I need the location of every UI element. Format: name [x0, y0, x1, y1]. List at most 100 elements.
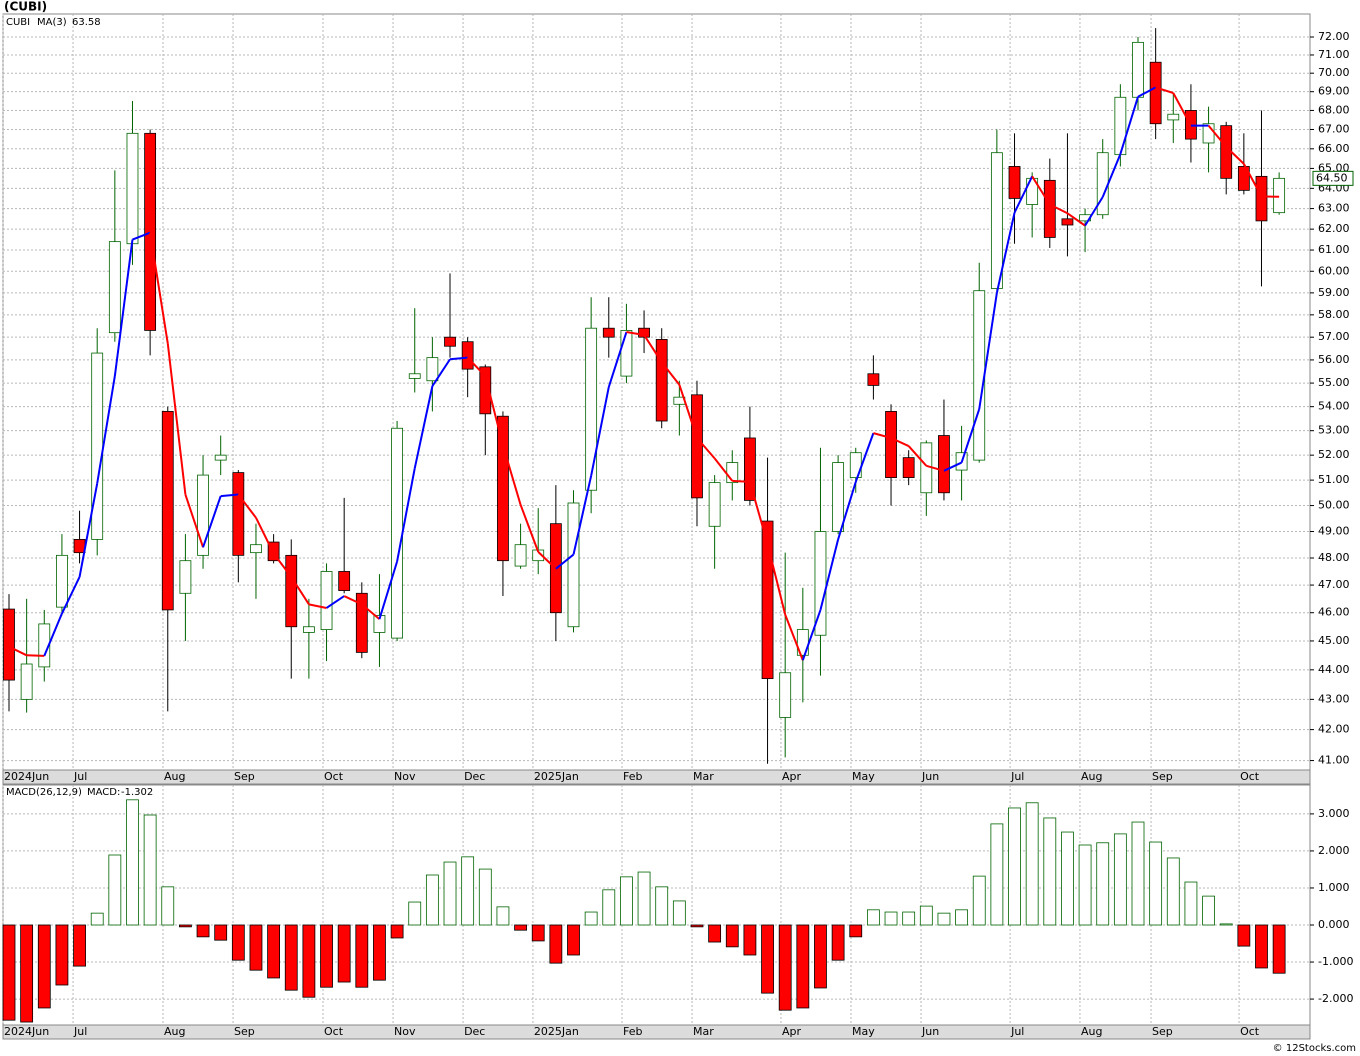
ma-segment — [819, 539, 840, 611]
ma-segment — [960, 408, 981, 463]
ma-segment — [837, 481, 857, 540]
candle-body — [744, 437, 756, 501]
y-tick-label: 1.000 — [1318, 881, 1350, 894]
x-tick-label: Aug — [164, 1025, 185, 1038]
candle-body — [902, 457, 915, 478]
ma-segment — [396, 468, 416, 562]
macd-bar — [778, 924, 792, 1011]
chart-title: (CUBI) — [4, 0, 47, 14]
candle-body — [1114, 96, 1127, 156]
candle-body — [655, 339, 668, 422]
macd-bar — [320, 924, 333, 988]
y-tick-label: 43.00 — [1318, 692, 1350, 705]
x-tick-label: Nov — [394, 770, 416, 783]
macd-bar — [584, 911, 598, 926]
macd-bar — [143, 814, 157, 926]
ma-segment — [766, 543, 787, 615]
candle-body — [56, 554, 68, 608]
candle-body — [514, 544, 527, 567]
ma-segment — [78, 483, 99, 578]
y-tick-label: 45.00 — [1318, 634, 1350, 647]
macd-bar — [179, 924, 192, 928]
y-tick-label: 58.00 — [1318, 308, 1350, 321]
macd-bar — [231, 924, 245, 961]
x-tick-label: Aug — [164, 770, 185, 783]
macd-bar — [1025, 802, 1039, 926]
candle-body — [426, 357, 439, 382]
macd-bar — [496, 906, 510, 926]
y-tick-label: 70.00 — [1318, 66, 1350, 79]
candle-body — [232, 472, 245, 556]
candle-body — [3, 608, 15, 681]
macd-bar — [1202, 895, 1215, 926]
y-tick-label: 47.00 — [1318, 578, 1350, 591]
ma-segment — [696, 437, 716, 460]
x-tick-label: Dec — [464, 770, 485, 783]
x-tick-label: Sep — [1152, 1025, 1173, 1038]
candle-body — [1096, 152, 1109, 216]
ma-segment — [308, 603, 327, 609]
candle-body — [355, 592, 368, 653]
ma-segment — [61, 576, 81, 614]
ma-segment — [907, 445, 928, 467]
macd-bar — [425, 874, 439, 926]
candle-body — [691, 394, 703, 499]
y-tick-label: 55.00 — [1318, 376, 1350, 389]
macd-bar — [1237, 924, 1251, 947]
candle-body — [708, 482, 721, 527]
candle-body — [214, 454, 227, 461]
macd-bar — [1096, 842, 1110, 926]
candle-body — [38, 623, 51, 668]
macd-bar — [373, 924, 386, 981]
x-tick-label: Sep — [234, 770, 255, 783]
x-tick-label: Sep — [234, 1025, 255, 1038]
candle-body — [585, 327, 598, 491]
macd-bar — [1219, 923, 1233, 926]
ma-segment — [890, 437, 910, 447]
candle-body — [885, 411, 897, 478]
ma-segment — [1084, 196, 1104, 227]
macd-bar — [866, 909, 880, 926]
y-tick-label: 57.00 — [1318, 330, 1350, 343]
y-tick-label: -1.000 — [1318, 955, 1353, 968]
ma-segment — [290, 576, 310, 605]
macd-bar — [1184, 881, 1198, 926]
ma-segment — [501, 445, 522, 506]
candle-body — [108, 241, 121, 334]
macd-bar — [743, 924, 757, 956]
y-tick-label: 44.00 — [1318, 663, 1350, 676]
candle-body — [408, 373, 421, 379]
ma-segment — [748, 481, 769, 545]
macd-bar — [708, 924, 722, 943]
ma-segment — [255, 517, 275, 554]
macd-bar — [567, 924, 580, 956]
macd-bar — [937, 912, 951, 926]
candle-body — [1220, 125, 1233, 179]
ma-segment — [361, 603, 381, 620]
macd-bar — [443, 861, 457, 926]
y-tick-label: 61.00 — [1318, 243, 1350, 256]
macd-bar — [55, 924, 69, 986]
macd-bar — [990, 823, 1004, 926]
candle-body — [179, 560, 192, 594]
candle-body — [144, 132, 157, 331]
candle-body — [832, 462, 845, 532]
macd-bar — [831, 924, 845, 961]
candle-body — [1061, 218, 1074, 226]
macd-bar — [73, 924, 86, 967]
x-tick-label: Jul — [73, 1025, 87, 1038]
candle-body — [391, 427, 403, 639]
x-tick-label: Jun — [921, 1025, 939, 1038]
ma-segment — [413, 385, 434, 469]
x-tick-label: Mar — [693, 770, 714, 783]
macd-bar — [972, 875, 986, 926]
macd-bar — [1043, 817, 1057, 926]
ma-segment — [1242, 163, 1263, 197]
macd-bar — [672, 900, 686, 926]
x-tick-label: Oct — [1240, 770, 1260, 783]
ma-segment — [626, 331, 645, 336]
ma-segment — [1119, 96, 1139, 155]
y-tick-label: 46.00 — [1318, 606, 1350, 619]
candle-body — [320, 571, 333, 630]
